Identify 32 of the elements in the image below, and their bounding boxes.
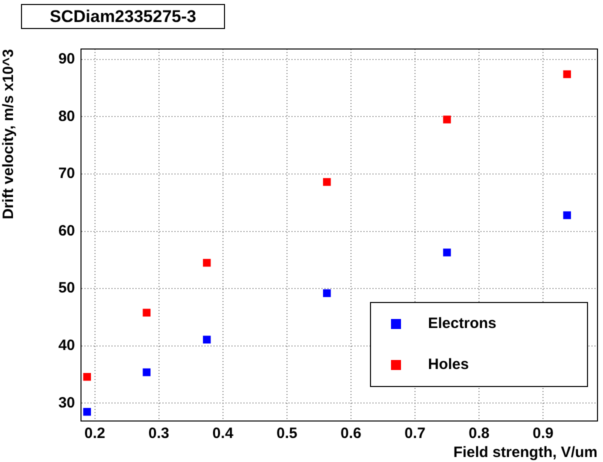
x-axis-title: Field strength, V/um (453, 444, 598, 462)
point (323, 178, 331, 186)
y-tick-label: 30 (58, 394, 75, 412)
y-tick-label: 90 (58, 50, 75, 68)
y-tick-label: 80 (58, 108, 75, 125)
legend-label: Holes (428, 356, 469, 373)
x-tick-label: 0.5 (276, 425, 298, 442)
x-tick-label: 0.7 (404, 425, 426, 442)
point (563, 70, 571, 78)
point (142, 368, 151, 376)
y-tick-label: 40 (58, 337, 75, 354)
x-tick-label: 0.2 (84, 425, 106, 442)
point (323, 289, 331, 298)
x-tick-label: 0.8 (468, 425, 490, 442)
point (83, 408, 91, 416)
x-tick-label: 0.4 (212, 425, 234, 442)
y-axis-title: Drift velocity, m/s x10^3 (0, 49, 18, 220)
y-tick-label: 60 (58, 222, 75, 240)
x-tick-label: 0.9 (532, 425, 554, 442)
y-tick-label: 70 (58, 165, 75, 182)
point (142, 308, 151, 317)
x-tick-label: 0.6 (340, 425, 362, 442)
point (443, 116, 451, 124)
point (202, 258, 211, 267)
point (443, 248, 451, 256)
y-tick-label: 50 (58, 280, 75, 297)
x-tick-label: 0.3 (148, 425, 170, 442)
chart-title: SCDiam2335275-3 (21, 4, 225, 29)
legend-label: Electrons (428, 315, 496, 332)
point (83, 372, 91, 381)
point (202, 336, 211, 344)
point (563, 211, 571, 220)
